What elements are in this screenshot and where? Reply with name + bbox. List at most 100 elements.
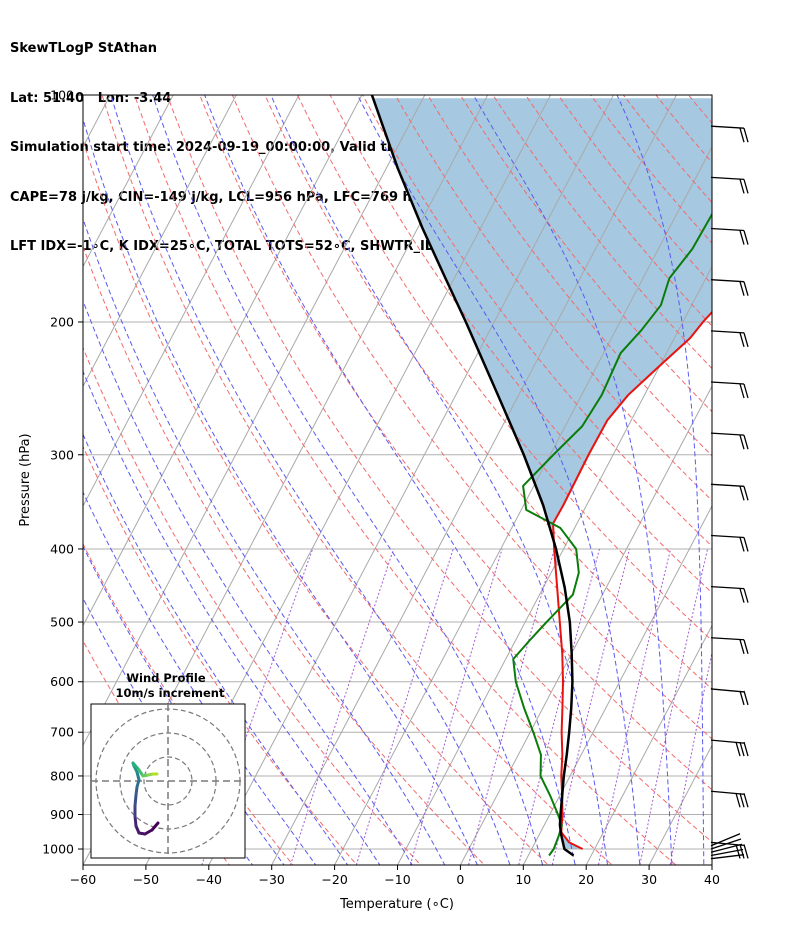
moist-adiabats	[83, 95, 705, 865]
x-tick-label: −60	[70, 872, 96, 887]
surface-positive-region	[559, 814, 583, 850]
y-tick-label: 600	[50, 674, 74, 689]
wind-barb	[710, 483, 749, 501]
wind-barb	[710, 227, 749, 245]
y-axis-label: Pressure (hPa)	[18, 433, 33, 526]
x-tick-label: −10	[384, 872, 410, 887]
barb-flag	[739, 383, 745, 399]
mixing-ratio-line	[355, 548, 454, 865]
axis-ticks: −60 −50 −40 −30 −20 −10 0 10 20 30 40 100 200 300 400 5…	[42, 88, 720, 888]
wind-barb	[710, 739, 749, 757]
wind-barb	[710, 125, 749, 143]
barb-staff	[710, 585, 745, 590]
barb-flag	[739, 281, 745, 296]
barb-flag	[739, 741, 745, 757]
hodograph-segment	[133, 793, 138, 808]
dry-adiabat-line	[83, 139, 550, 865]
x-tick-label: −20	[321, 872, 347, 887]
barb-flag	[743, 639, 749, 654]
x-tick-label: 0	[456, 872, 464, 887]
barb-flag	[743, 230, 749, 245]
dry-adiabat-line	[199, 95, 712, 791]
isotherm-line	[767, 60, 794, 880]
y-tick-label: 800	[50, 768, 74, 783]
title-line-location: Lat: 51.40 Lon: -3.44	[10, 90, 172, 106]
wind-barbs	[710, 125, 749, 860]
wind-profile-inset: Wind Profile 10m/s increment	[90, 671, 246, 859]
x-tick-label: 10	[515, 872, 531, 887]
moist-adiabat-line	[83, 491, 317, 865]
moist-adiabat-line	[83, 545, 285, 865]
y-tick-label: 300	[50, 447, 74, 462]
moist-adiabat-line	[83, 117, 478, 865]
dewpoint-line	[512, 212, 712, 857]
barb-flag	[743, 332, 749, 348]
hodograph-segment	[131, 761, 141, 772]
isotherm-line	[271, 95, 677, 865]
barb-staff	[710, 227, 745, 232]
moist-adiabat-line	[83, 370, 381, 865]
dry-adiabat-line	[101, 95, 613, 865]
isotherm-line	[459, 385, 712, 865]
barb-flag	[743, 793, 749, 808]
wind-barb	[710, 790, 749, 808]
isotherm-line	[83, 95, 300, 508]
barb-staff	[710, 534, 745, 539]
isotherm-line	[83, 95, 237, 388]
mixing-ratio-line	[518, 548, 600, 865]
wind-barb-surface	[710, 854, 745, 860]
barb-staff	[710, 637, 745, 641]
hodograph-segment	[150, 821, 160, 832]
x-tick-label: 40	[704, 872, 720, 887]
barb-flag	[739, 434, 745, 450]
wind-barb	[710, 176, 749, 194]
isotherm-line	[83, 95, 363, 627]
y-tick-label: 1000	[42, 842, 74, 857]
wind-barb-surface	[710, 838, 742, 850]
isotherm-line	[83, 95, 426, 747]
parcel-line	[370, 95, 575, 857]
dry-adiabat-line	[724, 61, 794, 881]
dry-adiabat-line	[83, 445, 358, 865]
x-tick-label: 30	[641, 872, 657, 887]
barb-staff	[710, 330, 745, 334]
y-tick-label: 200	[50, 314, 74, 329]
barb-flag	[739, 179, 745, 194]
dry-adiabat-line	[83, 244, 486, 865]
x-tick-label: −30	[259, 872, 285, 887]
x-axis-label: Temperature (∘C)	[339, 897, 454, 912]
barb-flag	[743, 690, 749, 706]
wind-barb	[710, 637, 749, 654]
moist-adiabat-line	[83, 433, 349, 865]
x-tick-label: 20	[578, 872, 594, 887]
barb-flag	[743, 179, 749, 194]
mixing-ratio-line	[597, 548, 672, 865]
barb-flag	[739, 230, 745, 245]
dry-adiabat-line	[459, 95, 712, 413]
dry-adiabat-line	[427, 95, 712, 457]
mixing-ratio-line	[409, 548, 503, 865]
isotherm-line	[396, 265, 712, 865]
isotherm-line	[208, 95, 615, 865]
y-tick-label: 100	[50, 88, 74, 103]
isotherm-line	[83, 95, 174, 268]
dry-adiabats	[83, 61, 794, 881]
barb-flag	[743, 281, 749, 296]
barb-flag	[743, 537, 749, 552]
inset-subtitle: 10m/s increment	[116, 686, 225, 700]
barb-flag	[743, 588, 749, 603]
mixing-ratio-line	[468, 548, 555, 865]
dry-adiabat-line	[231, 95, 712, 740]
moist-adiabat-line	[152, 95, 544, 865]
barb-flag	[739, 793, 745, 808]
wind-barb	[710, 534, 749, 552]
dry-adiabat-line	[134, 95, 677, 865]
isotherm-line	[585, 624, 712, 865]
inset-rings	[91, 704, 245, 858]
barb-staff	[710, 483, 745, 487]
barb-flag	[743, 434, 749, 450]
wind-barb	[710, 381, 749, 399]
dry-adiabat-line	[166, 95, 712, 843]
barb-flag	[739, 588, 745, 603]
